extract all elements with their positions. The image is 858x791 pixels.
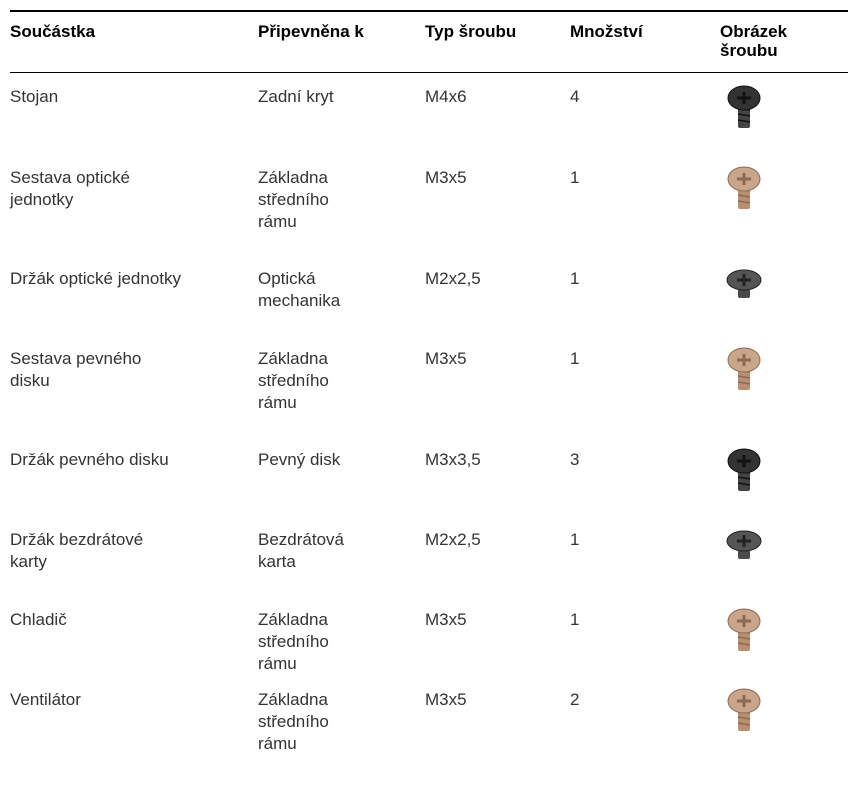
table-cell: 3 bbox=[570, 449, 579, 471]
table-cell: 1 bbox=[570, 268, 579, 290]
table-cell: středního bbox=[258, 189, 329, 211]
table-cell: M3x5 bbox=[425, 609, 467, 631]
table-cell: 2 bbox=[570, 689, 579, 711]
table-cell: Sestava pevného bbox=[10, 348, 141, 370]
table-cell: M3x5 bbox=[425, 689, 467, 711]
table-cell: rámu bbox=[258, 211, 297, 233]
table-cell: Sestava optické bbox=[10, 167, 130, 189]
table-cell: M3x3,5 bbox=[425, 449, 481, 471]
table-cell: M2x2,5 bbox=[425, 529, 481, 551]
table-cell: mechanika bbox=[258, 290, 340, 312]
table-cell: Ventilátor bbox=[10, 689, 81, 711]
table-cell: Držák optické jednotky bbox=[10, 268, 181, 290]
screw-image bbox=[722, 607, 766, 657]
table-cell: středního bbox=[258, 370, 329, 392]
header-rule bbox=[10, 72, 848, 73]
screw-image bbox=[722, 84, 766, 134]
header-cell: Množství bbox=[570, 22, 643, 41]
header-cell: šroubu bbox=[720, 41, 778, 60]
table-cell: Pevný disk bbox=[258, 449, 340, 471]
table-cell: 1 bbox=[570, 167, 579, 189]
table-cell: M2x2,5 bbox=[425, 268, 481, 290]
table-cell: Chladič bbox=[10, 609, 67, 631]
table-cell: Stojan bbox=[10, 86, 58, 108]
table-cell: středního bbox=[258, 631, 329, 653]
table-cell: Základna bbox=[258, 348, 328, 370]
table-cell: Bezdrátová bbox=[258, 529, 344, 551]
table-cell: Držák bezdrátové bbox=[10, 529, 143, 551]
table-cell: 1 bbox=[570, 529, 579, 551]
screw-image bbox=[722, 687, 766, 737]
screw-image bbox=[722, 346, 766, 396]
table-cell: jednotky bbox=[10, 189, 73, 211]
screw-image bbox=[722, 266, 766, 316]
header-cell: Obrázek bbox=[720, 22, 787, 41]
table-cell: Základna bbox=[258, 689, 328, 711]
screw-image bbox=[722, 165, 766, 215]
header-cell: Typ šroubu bbox=[425, 22, 516, 41]
screw-image bbox=[722, 447, 766, 497]
header-cell: Součástka bbox=[10, 22, 95, 41]
table-cell: rámu bbox=[258, 392, 297, 414]
table-cell: rámu bbox=[258, 653, 297, 675]
table-cell: 1 bbox=[570, 609, 579, 631]
table-cell: 1 bbox=[570, 348, 579, 370]
table-cell: 4 bbox=[570, 86, 579, 108]
screw-image bbox=[722, 527, 766, 577]
header-cell: Připevněna k bbox=[258, 22, 364, 41]
table-cell: Optická bbox=[258, 268, 316, 290]
table-cell: Zadní kryt bbox=[258, 86, 334, 108]
table-cell: Základna bbox=[258, 167, 328, 189]
table-cell: karty bbox=[10, 551, 47, 573]
table-cell: disku bbox=[10, 370, 50, 392]
page: Součástka Připevněna k Typ šroubu Množství O… bbox=[0, 0, 858, 791]
table-cell: Základna bbox=[258, 609, 328, 631]
table-cell: Držák pevného disku bbox=[10, 449, 169, 471]
table-cell: M3x5 bbox=[425, 348, 467, 370]
table-cell: rámu bbox=[258, 733, 297, 755]
top-rule bbox=[10, 10, 848, 12]
table-cell: M4x6 bbox=[425, 86, 467, 108]
table-cell: středního bbox=[258, 711, 329, 733]
table-cell: M3x5 bbox=[425, 167, 467, 189]
table-cell: karta bbox=[258, 551, 296, 573]
